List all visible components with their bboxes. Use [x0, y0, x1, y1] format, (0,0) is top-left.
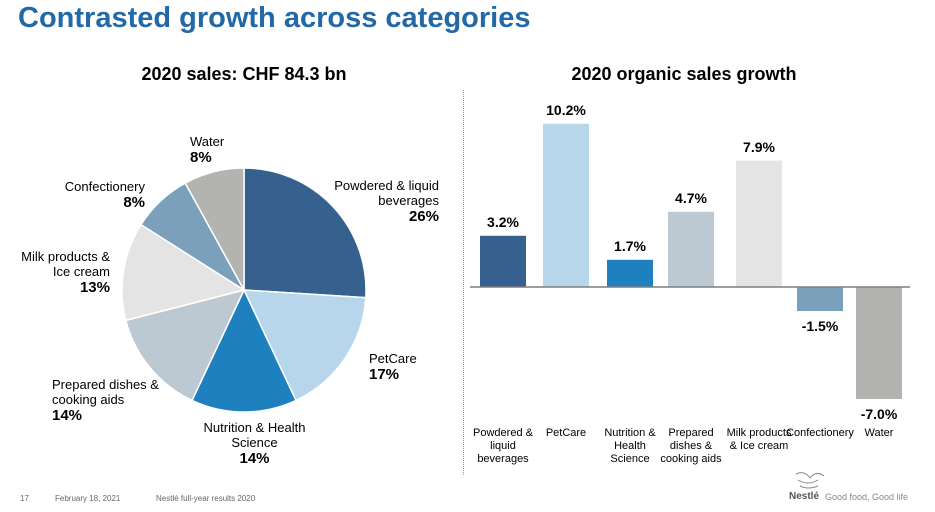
footer-date: February 18, 2021	[55, 494, 121, 503]
tagline: Good food, Good life	[825, 492, 909, 502]
bar-value-label: -7.0%	[860, 406, 898, 422]
pie-label-powdered: Powdered & liquid beverages 26%	[334, 178, 439, 225]
pie-slice-6	[184, 167, 245, 291]
bar-category-label: Nutrition & Health Science	[604, 427, 656, 465]
bar-2	[607, 259, 653, 287]
bar-category-label: Powdered & liquid beverages	[473, 427, 533, 465]
pie-label-water: Water 8%	[190, 134, 225, 166]
bar-category-label: Milk products & Ice cream	[726, 427, 792, 452]
bar-6	[856, 287, 902, 399]
bar-category-label: Prepared dishes & cooking aids	[660, 427, 722, 465]
bar-4	[736, 160, 782, 287]
bar-0	[480, 235, 526, 287]
bar-value-label: 7.9%	[743, 138, 775, 155]
bar-3	[668, 211, 714, 287]
bar-chart-title: 2020 organic sales growth	[571, 64, 797, 84]
pie-label-nutrition: Nutrition & Health Science 14%	[203, 420, 306, 467]
pie-slice-2	[191, 288, 297, 413]
pie-slice-4	[121, 223, 246, 322]
footer-doc: Nestlé full-year results 2020	[156, 494, 256, 503]
pie-slice-3	[124, 288, 246, 402]
bar-value-label: 10.2%	[546, 101, 586, 118]
pie-label-milk: Milk products & Ice cream 13%	[21, 249, 110, 296]
bar-value-label: 3.2%	[487, 213, 519, 230]
bar-5	[797, 287, 843, 311]
bar-chart	[470, 123, 910, 399]
pie-slice-0	[243, 167, 367, 299]
pie-label-confectionery: Confectionery 8%	[64, 179, 145, 211]
nestle-logo: Nestlé	[789, 491, 820, 502]
pie-chart	[121, 167, 367, 413]
bar-category-label: Water	[864, 427, 894, 439]
bar-1	[543, 123, 589, 287]
pie-slice-1	[242, 289, 367, 402]
divider	[463, 90, 464, 475]
pie-label-petcare: PetCare 17%	[369, 351, 417, 383]
bar-category-label: PetCare	[545, 427, 587, 439]
pie-chart-title: 2020 sales: CHF 84.3 bn	[141, 64, 347, 84]
pie-label-prepared: Prepared dishes & cooking aids 14%	[52, 377, 159, 424]
bar-value-label: 4.7%	[675, 189, 707, 206]
bar-value-label: -1.5%	[801, 318, 839, 334]
page-title: Contrasted growth across categories	[18, 2, 531, 34]
bar-category-label: Confectionery	[786, 427, 854, 439]
nestle-nest-logo-icon	[790, 470, 830, 490]
page-number: 17	[20, 494, 29, 503]
bar-value-label: 1.7%	[614, 237, 646, 254]
